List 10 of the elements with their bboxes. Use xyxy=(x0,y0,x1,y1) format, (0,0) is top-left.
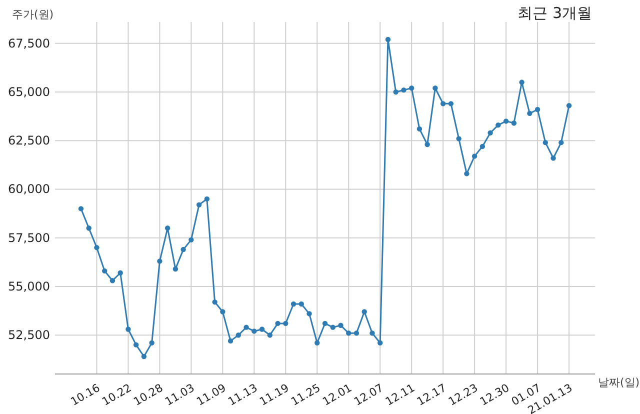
y-tick-label: 57,500 xyxy=(8,230,50,245)
y-axis-title: 주가(원) xyxy=(12,8,54,21)
y-tick-label: 67,500 xyxy=(8,36,50,50)
y-tick-label: 52,500 xyxy=(8,328,50,342)
y-tick-label: 62,500 xyxy=(8,134,50,148)
x-axis-title: 날짜(일) xyxy=(598,376,640,389)
chart-title: 최근 3개월 xyxy=(518,4,592,22)
y-tick-label: 60,000 xyxy=(8,182,50,196)
y-tick-label: 65,000 xyxy=(8,85,50,100)
y-tick-label: 55,000 xyxy=(8,279,50,294)
